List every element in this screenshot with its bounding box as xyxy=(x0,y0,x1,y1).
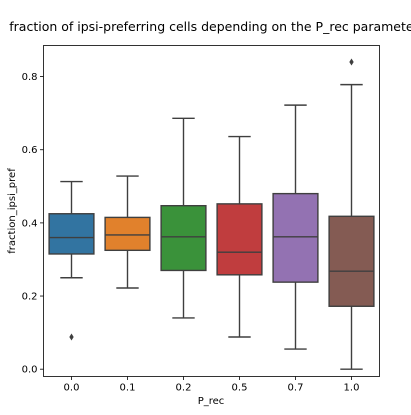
x-axis: 0.0 0.1 0.2 0.5 0.7 1.0 xyxy=(64,376,360,394)
y-axis-label: fraction_ipsi_pref xyxy=(7,168,18,254)
box-0.5 xyxy=(216,135,263,338)
x-tick-label: 0.1 xyxy=(120,383,136,394)
box-0.0 xyxy=(48,180,95,341)
x-tick-label: 0.5 xyxy=(232,383,248,394)
box-0.7 xyxy=(272,104,319,350)
chart-title: fraction of ipsi-preferring cells depend… xyxy=(9,19,411,34)
x-tick-label: 0.7 xyxy=(288,383,304,394)
box-1.0 xyxy=(328,58,375,370)
y-tick-label: 0.8 xyxy=(22,72,38,83)
y-tick-label: 0.0 xyxy=(22,365,38,376)
y-axis: 0.0 0.2 0.4 0.6 0.8 xyxy=(22,72,44,376)
y-tick-label: 0.2 xyxy=(22,292,38,303)
box-iqr xyxy=(272,192,319,283)
x-axis-label: P_rec xyxy=(198,396,225,407)
box-iqr xyxy=(160,204,207,272)
box-iqr xyxy=(328,215,375,307)
outlier-point xyxy=(349,58,354,66)
x-tick-label: 0.0 xyxy=(64,383,80,394)
box-iqr xyxy=(104,216,151,252)
y-tick-label: 0.4 xyxy=(22,218,38,229)
plot-area-frame xyxy=(43,45,380,377)
box-iqr xyxy=(216,203,263,276)
box-0.2 xyxy=(160,117,207,319)
box-iqr xyxy=(48,213,95,255)
x-tick-label: 1.0 xyxy=(344,383,360,394)
outlier-point xyxy=(69,333,74,341)
x-tick-label: 0.2 xyxy=(176,383,192,394)
box-0.1 xyxy=(104,175,151,289)
y-tick-label: 0.6 xyxy=(22,145,38,156)
box-series xyxy=(48,58,375,370)
